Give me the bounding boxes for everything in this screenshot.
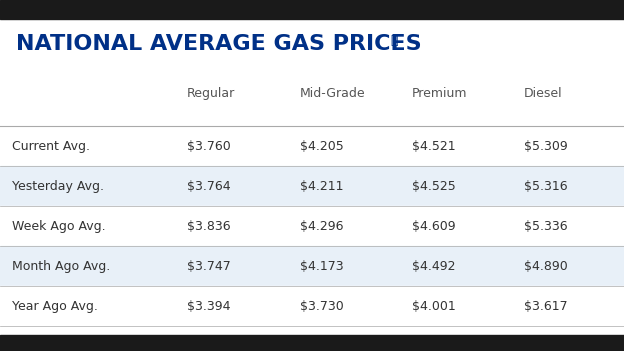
Text: Mid-Grade: Mid-Grade (300, 87, 365, 100)
Text: $4.173: $4.173 (300, 260, 343, 273)
Text: $3.747: $3.747 (187, 260, 231, 273)
Text: $4.205: $4.205 (300, 140, 343, 153)
FancyBboxPatch shape (0, 206, 624, 246)
Text: Week Ago Avg.: Week Ago Avg. (12, 220, 106, 233)
Text: NATIONAL AVERAGE GAS PRICES: NATIONAL AVERAGE GAS PRICES (16, 34, 421, 54)
Text: Month Ago Avg.: Month Ago Avg. (12, 260, 110, 273)
Text: $4.890: $4.890 (524, 260, 568, 273)
Text: ⓘ: ⓘ (390, 34, 397, 47)
Text: $4.296: $4.296 (300, 220, 343, 233)
Text: Yesterday Avg.: Yesterday Avg. (12, 180, 104, 193)
FancyBboxPatch shape (0, 166, 624, 206)
FancyBboxPatch shape (0, 246, 624, 286)
Text: Year Ago Avg.: Year Ago Avg. (12, 300, 99, 313)
Text: $3.730: $3.730 (300, 300, 343, 313)
Text: $4.521: $4.521 (412, 140, 456, 153)
Text: $4.609: $4.609 (412, 220, 456, 233)
Text: $3.836: $3.836 (187, 220, 231, 233)
Text: Regular: Regular (187, 87, 235, 100)
Text: Diesel: Diesel (524, 87, 563, 100)
Text: Premium: Premium (412, 87, 467, 100)
Text: $3.617: $3.617 (524, 300, 568, 313)
Text: $5.316: $5.316 (524, 180, 568, 193)
Text: $3.760: $3.760 (187, 140, 231, 153)
FancyBboxPatch shape (0, 0, 624, 19)
Text: Current Avg.: Current Avg. (12, 140, 90, 153)
Text: $5.309: $5.309 (524, 140, 568, 153)
Text: $4.001: $4.001 (412, 300, 456, 313)
Text: $4.211: $4.211 (300, 180, 343, 193)
Text: $4.525: $4.525 (412, 180, 456, 193)
FancyBboxPatch shape (0, 335, 624, 351)
Text: $3.764: $3.764 (187, 180, 231, 193)
FancyBboxPatch shape (0, 286, 624, 326)
Text: $5.336: $5.336 (524, 220, 568, 233)
Text: $4.492: $4.492 (412, 260, 456, 273)
FancyBboxPatch shape (0, 126, 624, 166)
Text: $3.394: $3.394 (187, 300, 231, 313)
